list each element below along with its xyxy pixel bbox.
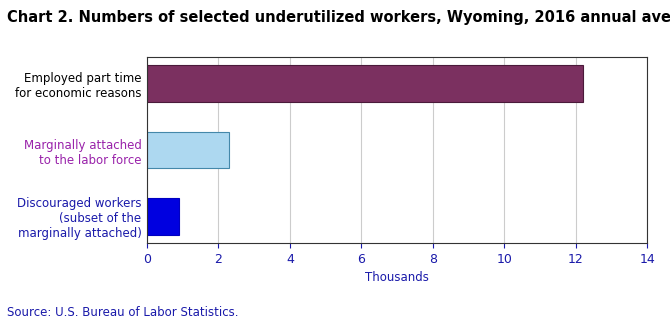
Bar bbox=[147, 65, 583, 102]
Text: Source: U.S. Bureau of Labor Statistics.: Source: U.S. Bureau of Labor Statistics. bbox=[7, 306, 239, 319]
X-axis label: Thousands: Thousands bbox=[365, 271, 429, 284]
Bar bbox=[147, 198, 179, 235]
Text: Chart 2. Numbers of selected underutilized workers, Wyoming, 2016 annual average: Chart 2. Numbers of selected underutiliz… bbox=[7, 10, 670, 25]
Bar bbox=[147, 132, 229, 168]
